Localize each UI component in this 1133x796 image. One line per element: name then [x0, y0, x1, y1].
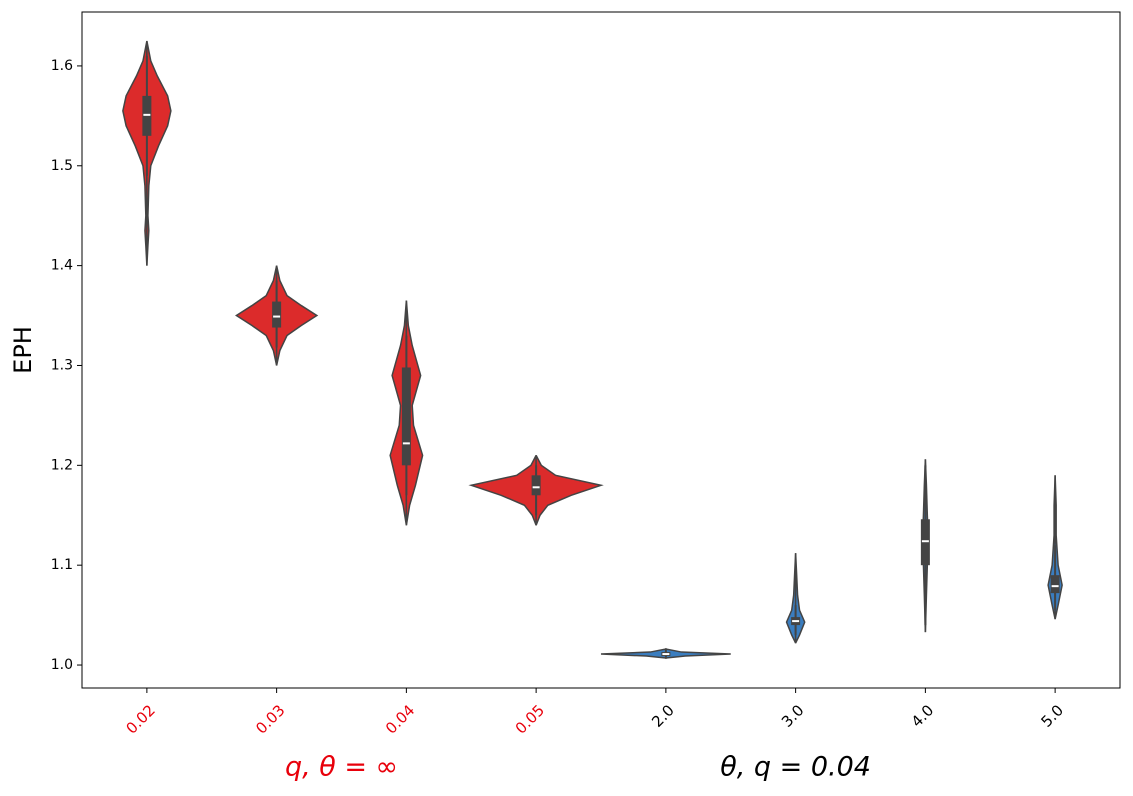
violin-half [405, 300, 424, 526]
x-tick-label: 2.0 [648, 701, 678, 731]
violin-half [389, 300, 408, 526]
x-tick-label: 0.04 [382, 701, 418, 737]
x-tick-label: 4.0 [908, 701, 938, 731]
x-tick-label: 0.05 [512, 701, 548, 737]
y-tick-label: 1.3 [51, 357, 73, 373]
violin-half [122, 40, 148, 266]
box [401, 367, 411, 466]
box [1050, 575, 1060, 594]
violin-half [665, 648, 731, 659]
box [272, 301, 282, 328]
x-tick-label: 0.02 [123, 701, 159, 737]
violin-half [794, 553, 806, 644]
violin-half [600, 648, 667, 659]
violin-half [785, 553, 797, 644]
y-axis-label: EPH [9, 326, 37, 374]
group-label: q, θ = ∞ [285, 752, 398, 783]
box [531, 475, 541, 496]
y-tick-label: 1.1 [51, 557, 73, 573]
violin-half [1047, 475, 1056, 620]
y-tick-label: 1.2 [51, 457, 73, 473]
y-tick-label: 1.0 [51, 657, 73, 673]
violin-half [1054, 475, 1063, 620]
violin-half [235, 265, 278, 366]
y-tick-label: 1.6 [51, 58, 73, 74]
x-tick-label: 5.0 [1038, 701, 1068, 731]
violin-half [468, 454, 537, 526]
violin-half [146, 40, 172, 266]
violin-half [275, 265, 319, 366]
violin-half [535, 454, 604, 526]
plot-frame [81, 11, 1121, 689]
x-tick-label: 0.03 [252, 701, 288, 737]
y-tick-label: 1.5 [51, 158, 73, 174]
y-tick-label: 1.4 [51, 258, 73, 274]
group-label: θ, q = 0.04 [720, 752, 871, 783]
x-tick-label: 3.0 [778, 701, 808, 731]
